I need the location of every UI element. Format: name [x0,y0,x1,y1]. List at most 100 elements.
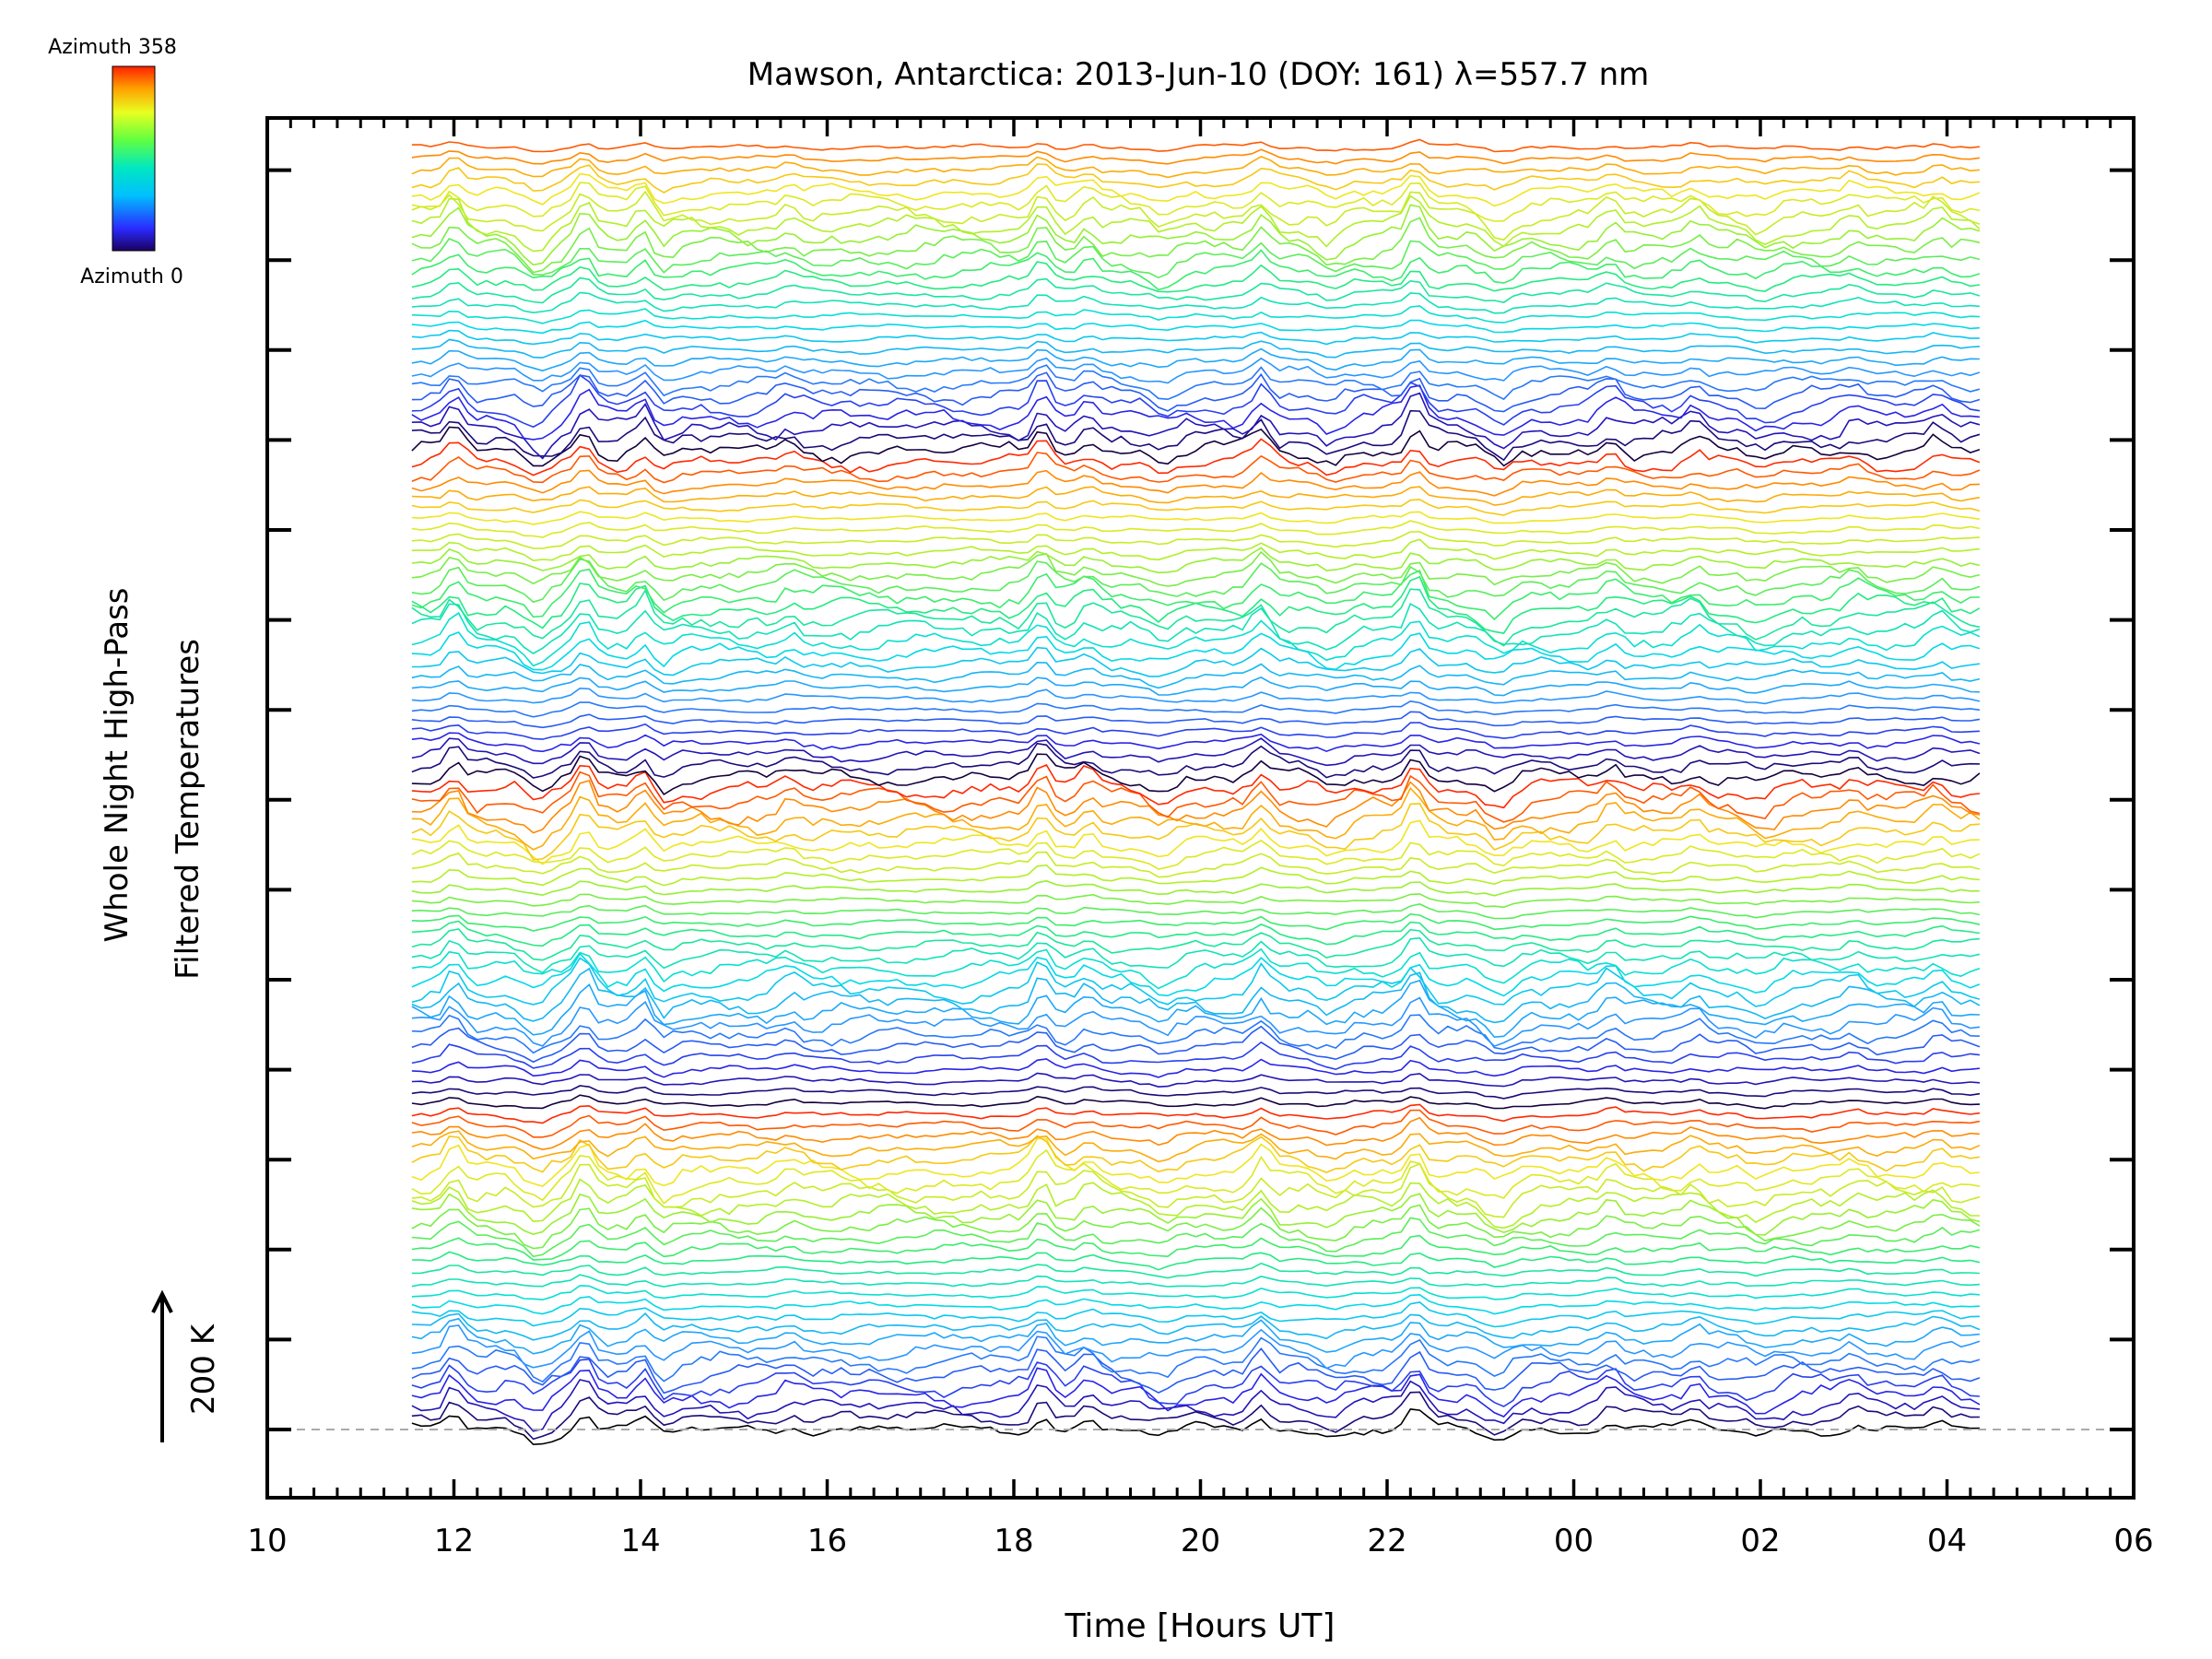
temperature-trace [411,753,1981,795]
temperature-trace [411,1116,1980,1151]
temperature-trace [411,611,1981,667]
x-tick-label: 06 [2113,1523,2153,1559]
temperature-trace [411,711,1981,729]
temperature-trace [411,276,1981,304]
temperature-trace [411,742,1980,779]
temperature-trace [411,364,1981,401]
temperature-trace [411,687,1981,705]
temperature-trace [411,568,1980,621]
x-tick-label: 12 [434,1523,474,1559]
temperature-trace [411,156,1980,179]
temperature-trace [411,912,1981,932]
temperature-trace [411,1103,1981,1124]
temperature-trace [411,531,1980,549]
temperature-trace [411,1217,1981,1258]
temperature-trace [411,1408,1980,1446]
temperature-trace [411,204,1981,266]
temperature-trace [411,920,1981,947]
temperature-trace [411,1285,1980,1300]
x-ticks: 10 12 14 16 18 20 22 00 02 04 06 [247,118,2154,1559]
x-tick-label: 14 [620,1523,660,1559]
temperature-trace [411,1358,1980,1407]
x-tick-label: 10 [247,1523,287,1559]
temperature-trace [411,1274,1980,1288]
temperature-trace [411,538,1980,562]
x-axis-label: Time [Hours UT] [1065,1607,1335,1645]
temperature-trace [411,763,1980,809]
colorbar [112,65,156,252]
temperature-trace [411,1162,1981,1218]
temperature-trace [411,371,1981,413]
temperature-trace [411,190,1981,241]
temperature-trace [411,409,1981,462]
temperature-trace [411,238,1981,279]
temperature-trace [411,138,1980,153]
temperature-trace [411,426,1981,467]
temperature-trace [411,182,1981,222]
x-tick-label: 00 [1554,1523,1594,1559]
temperature-trace [411,722,1980,740]
temperature-trace [411,452,1981,484]
temperature-traces [411,138,1981,1446]
temperature-trace [411,967,1981,1024]
temperature-trace [411,1251,1981,1271]
temperature-trace [411,677,1980,697]
temperature-trace [411,1085,1981,1100]
temperature-trace [411,438,1981,477]
temperature-trace [411,499,1981,516]
y-axis-label-line1: Whole Night High-Pass [99,588,135,943]
temperature-trace [411,1148,1981,1205]
temperature-trace [411,1130,1981,1163]
temperature-trace [411,1058,1980,1078]
x-tick-label: 16 [807,1523,847,1559]
temperature-trace [411,392,1981,460]
temperature-trace [411,194,1981,253]
temperature-trace [411,357,1981,384]
x-tick-label: 18 [994,1523,1033,1559]
temperature-trace [411,1379,1980,1432]
temperature-trace [411,1234,1981,1261]
x-tick-label: 22 [1367,1523,1406,1559]
temperature-trace [411,952,1981,997]
chart-title: Mawson, Antarctica: 2013-Jun-10 (DOY: 16… [747,56,1650,93]
temperature-trace [411,700,1981,718]
temperature-trace [411,786,1981,851]
temperature-trace [411,1178,1980,1230]
y-ticks [267,168,2134,1431]
temperature-trace [411,261,1981,293]
temperature-trace [411,771,1981,823]
x-tick-label: 20 [1181,1523,1220,1559]
temperature-trace [411,803,1980,861]
temperature-trace [411,1135,1981,1173]
temperature-trace [411,1347,1981,1394]
temperature-trace [411,631,1981,671]
temperature-trace [411,661,1981,689]
temperature-trace [411,511,1981,525]
temperature-trace [411,1293,1980,1315]
temperature-trace [411,1324,1981,1370]
temperature-trace [411,305,1980,324]
temperature-trace [411,319,1980,335]
temperature-trace [411,646,1981,677]
temperature-trace [411,851,1981,878]
temperature-trace [411,957,1981,1007]
temperature-trace [411,347,1980,372]
temperature-trace [411,172,1981,207]
temperature-trace [411,1137,1980,1187]
temperature-trace [411,996,1980,1048]
temperature-trace [411,903,1981,920]
temperature-trace [411,486,1981,506]
temperature-trace [411,732,1981,753]
x-tick-label: 04 [1927,1523,1967,1559]
temperature-trace [411,1072,1980,1088]
temperature-trace [411,947,1981,990]
temperature-trace [411,163,1980,194]
temperature-trace [411,864,1980,887]
temperature-trace [411,819,1980,865]
temperature-trace [411,384,1980,441]
temperature-trace [411,1041,1980,1071]
temperature-trace [411,602,1981,654]
scale-label: 200 K [185,1323,222,1415]
temperature-trace [411,1301,1980,1328]
